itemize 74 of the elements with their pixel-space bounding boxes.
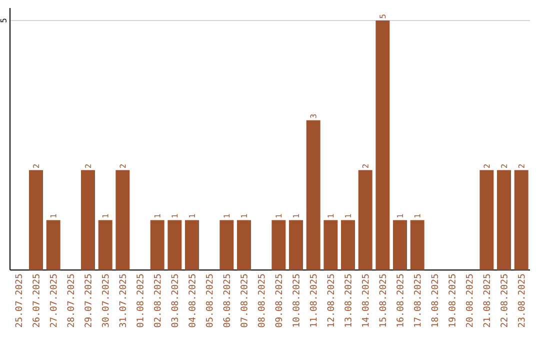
- bar: [497, 170, 512, 270]
- data-label: 1: [102, 214, 108, 218]
- bar: [150, 220, 164, 270]
- data-label: 2: [120, 164, 126, 168]
- x-tick-label: 03.08.2025: [171, 274, 178, 328]
- x-tick-label: 27.07.2025: [50, 274, 57, 328]
- bar: [168, 220, 182, 270]
- x-tick-label: 29.07.2025: [84, 274, 92, 328]
- x-tick-label: 09.08.2025: [275, 274, 282, 328]
- data-label: 2: [33, 164, 39, 168]
- bar: [98, 220, 112, 270]
- data-label: 1: [397, 214, 403, 218]
- bar: [480, 170, 494, 270]
- bar: [289, 220, 304, 270]
- x-tick-label: 17.08.2025: [414, 274, 421, 327]
- x-tick-label: 23.08.2025: [518, 274, 525, 328]
- data-label: 1: [276, 214, 282, 218]
- x-tick-label: 25.07.2025: [15, 274, 22, 328]
- data-label: 2: [501, 164, 507, 168]
- data-label: 1: [414, 214, 420, 218]
- x-tick-label: 18.08.2025: [431, 274, 438, 327]
- x-tick-label: 31.07.2025: [119, 274, 126, 328]
- x-tick-label: 01.08.2025: [136, 274, 144, 328]
- data-label: 1: [154, 214, 160, 218]
- bar: [116, 170, 130, 270]
- x-tick-label: 14.08.2025: [362, 274, 369, 327]
- bar: [306, 120, 320, 270]
- x-tick-label: 10.08.2025: [292, 274, 300, 327]
- bar: [185, 220, 200, 270]
- bar: [376, 20, 390, 270]
- x-tick-label: 05.08.2025: [206, 274, 213, 328]
- bar: [237, 220, 251, 270]
- data-label: 1: [241, 214, 247, 218]
- bar: [272, 220, 286, 270]
- x-tick-label: 07.08.2025: [240, 274, 248, 328]
- data-label: 1: [345, 214, 351, 218]
- x-tick-label: 16.08.2025: [396, 274, 404, 327]
- x-tick-label: 30.07.2025: [102, 274, 109, 328]
- x-tick-label: 20.08.2025: [466, 274, 473, 328]
- bar: [393, 220, 407, 270]
- x-tick-label: 21.08.2025: [483, 274, 490, 328]
- data-label: 2: [362, 164, 368, 168]
- bar: [29, 170, 43, 270]
- data-label: 1: [293, 214, 299, 218]
- data-label: 1: [172, 214, 178, 218]
- x-tick-label: 28.07.2025: [67, 274, 74, 328]
- x-tick-label: 26.07.2025: [32, 274, 40, 328]
- x-tick-label: 12.08.2025: [327, 274, 334, 327]
- data-label: 2: [85, 164, 91, 168]
- x-tick-label: 08.08.2025: [258, 274, 265, 328]
- x-tick-label: 06.08.2025: [223, 274, 230, 328]
- x-tick-label: 19.08.2025: [448, 274, 456, 327]
- data-label: 2: [484, 164, 490, 168]
- bar: [514, 170, 528, 270]
- data-label: 2: [518, 164, 524, 168]
- x-tick-label: 11.08.2025: [310, 274, 317, 327]
- bar: [324, 220, 338, 270]
- data-label: 5: [380, 14, 386, 18]
- bar: [81, 170, 95, 270]
- bar: [410, 220, 424, 270]
- bar: [341, 220, 356, 270]
- bar: [220, 220, 234, 270]
- data-label: 1: [224, 214, 230, 218]
- data-label: 1: [50, 214, 56, 218]
- data-label: 1: [189, 214, 195, 218]
- data-label: 3: [310, 114, 316, 118]
- bar: [358, 170, 372, 270]
- x-tick-label: 22.08.2025: [500, 274, 508, 328]
- x-tick-label: 04.08.2025: [188, 274, 196, 328]
- bar: [46, 220, 60, 270]
- x-tick-label: 02.08.2025: [154, 274, 161, 328]
- data-label: 1: [328, 214, 334, 218]
- x-tick-label: 13.08.2025: [344, 274, 352, 327]
- x-tick-label: 15.08.2025: [379, 274, 386, 327]
